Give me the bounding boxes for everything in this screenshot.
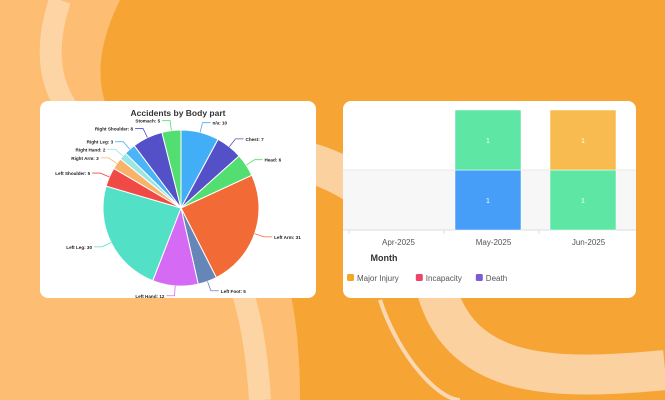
pie-data-label: Left Foot: 5 [221, 289, 246, 294]
bar-segment[interactable] [454, 109, 522, 171]
chart-title: Accidents by Body part [131, 108, 226, 118]
pie-data-label: n/a: 10 [213, 121, 228, 126]
pie-data-label: Stomach: 5 [135, 119, 160, 124]
pie-label-line [92, 172, 110, 178]
pie-label-line [228, 138, 244, 148]
pie-label-line [254, 233, 273, 238]
pie-chart: Accidents by Body part n/a: 10 Chest: 7 He… [55, 108, 301, 299]
bar-segment[interactable] [454, 169, 522, 231]
pie-label-line [100, 157, 118, 164]
pie-label-line [245, 159, 263, 166]
legend-swatch [475, 274, 483, 281]
x-tick-label: Jun-2025 [572, 238, 606, 247]
bar-data-label: 1 [581, 198, 585, 205]
bar-segment[interactable] [549, 169, 617, 231]
bar-data-label: 1 [486, 138, 490, 145]
pie-label-line [107, 148, 124, 157]
x-tick-label: May-2025 [476, 238, 512, 247]
pie-data-label: Right Leg: 3 [87, 140, 114, 145]
pie-data-label: Chest: 7 [246, 137, 265, 142]
legend-item[interactable]: Incapacity [426, 274, 462, 283]
pie-label-line [135, 128, 148, 138]
bar-chart: Month Apr-2025 May-2025 Jun-2025 1 1 1 1 Major … [343, 109, 636, 283]
x-axis-title: Month [371, 253, 398, 263]
bar-chart-card: Month Apr-2025 May-2025 Jun-2025 1 1 1 1 Major … [343, 101, 636, 298]
legend-swatch [415, 274, 423, 281]
pie-slice[interactable] [180, 174, 260, 279]
pie-label-line [162, 120, 172, 131]
pie-label-line [115, 141, 131, 150]
pie-data-label: Left Arm: 31 [274, 235, 301, 240]
pie-data-label: Right Arm: 3 [71, 156, 99, 161]
pie-data-label: Right Shoulder: 8 [95, 127, 134, 132]
pie-chart-card: Accidents by Body part n/a: 10 Chest: 7 He… [40, 101, 316, 299]
legend-item[interactable]: Major Injury [357, 274, 399, 283]
x-tick-label: Apr-2025 [382, 238, 415, 247]
bar-data-label: 1 [486, 198, 490, 205]
pie-label-line [199, 122, 211, 133]
pie-data-label: Left Leg: 30 [66, 245, 92, 250]
bar-segment[interactable] [549, 109, 617, 171]
pie-label-line [166, 285, 176, 297]
pie-data-label: Left Shoulder: 5 [55, 171, 90, 176]
pie-data-label: Head: 6 [265, 158, 282, 163]
pie-label-line [207, 281, 219, 292]
pie-data-label: Left Hand: 12 [135, 294, 165, 298]
legend-swatch [347, 274, 354, 281]
pie-data-label: Right Hand: 2 [76, 147, 106, 152]
pie-label-line [94, 242, 112, 248]
legend-item[interactable]: Death [486, 274, 507, 283]
bar-data-label: 1 [581, 138, 585, 145]
